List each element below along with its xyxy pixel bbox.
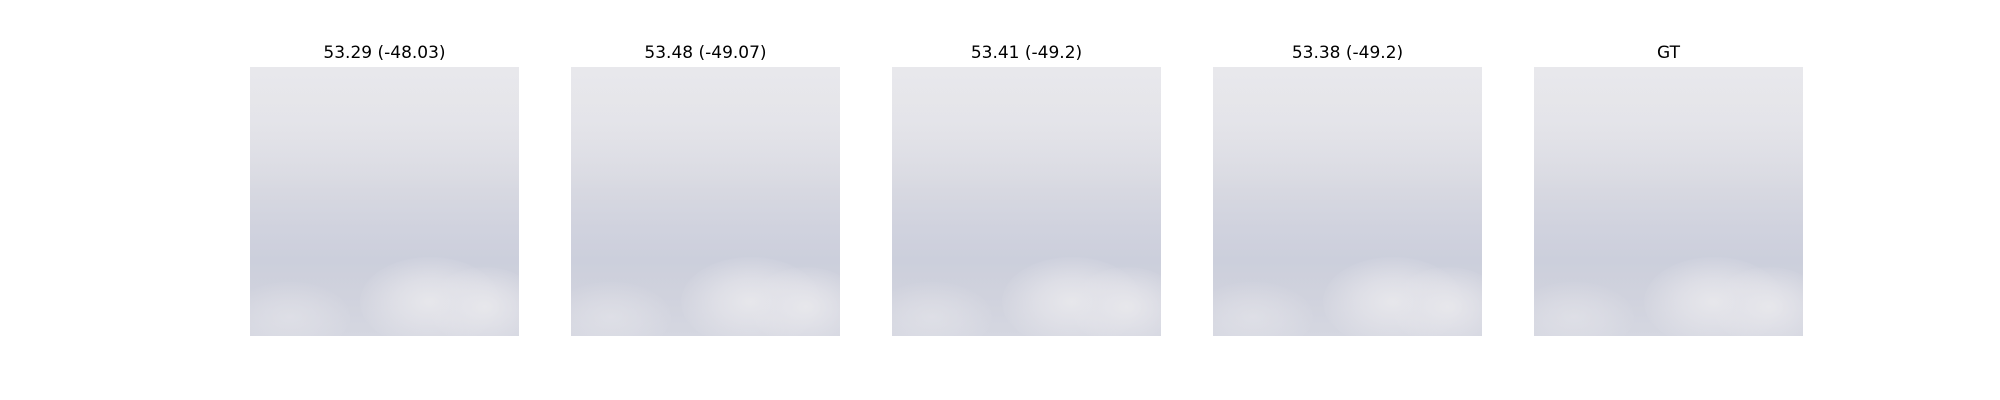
sky-image [571,67,840,336]
cloud [1714,267,1803,336]
sky-haze [250,67,519,189]
sky-haze [571,67,840,189]
sky-haze [892,67,1161,189]
cloud [1393,267,1482,336]
cloud [430,267,519,336]
sky-image [250,67,519,336]
sky-haze [1213,67,1482,189]
sky-haze [1534,67,1803,189]
sky-image [1534,67,1803,336]
sky-image [1213,67,1482,336]
panel-title: 53.29 (-48.03) [323,43,446,63]
cloud [1072,267,1161,336]
sky-image [892,67,1161,336]
panel-title: 53.48 (-49.07) [644,43,767,63]
cloud [751,267,840,336]
panel-title: 53.41 (-49.2) [970,43,1083,63]
panel-title: GT [1657,43,1680,63]
panel-title: 53.38 (-49.2) [1291,43,1404,63]
